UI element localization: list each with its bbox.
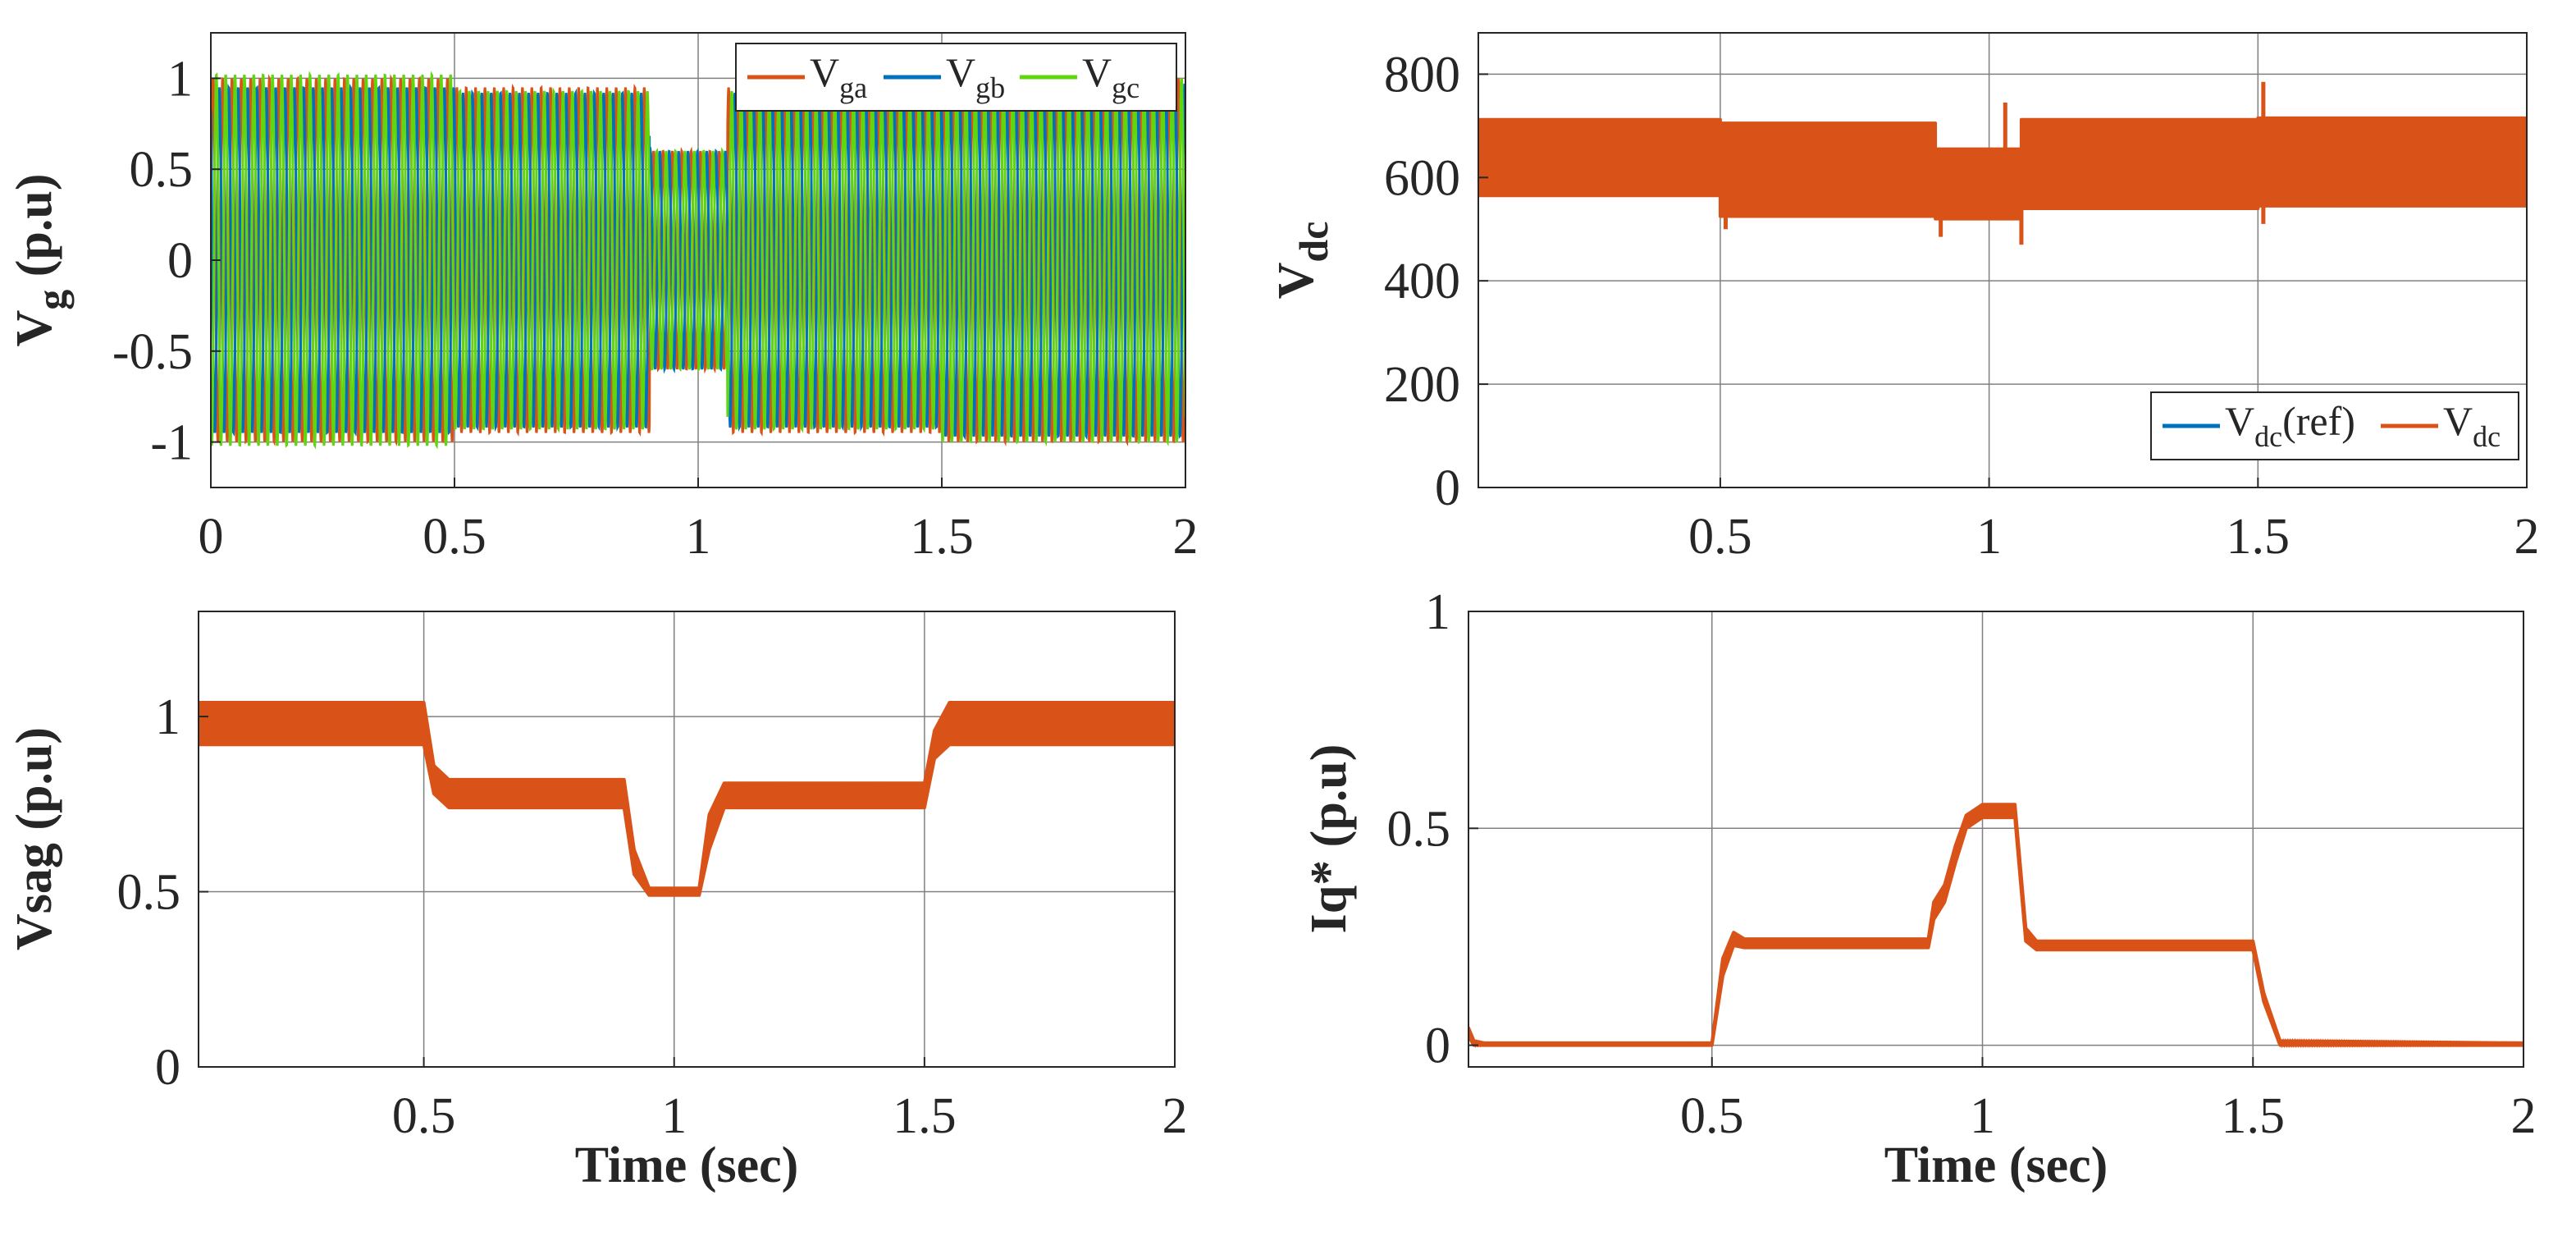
y-tick-label: 1 — [167, 51, 193, 107]
chart-panel-2: 0.5 1 1.5 2 0 200 400 600 800 Vdc Vdc(ref) Vdc — [1268, 32, 2540, 565]
y-axis-label: Vg (p.u) — [7, 173, 75, 346]
x-tick-label: 0.5 — [392, 1088, 456, 1144]
chart-panel-3: 0.5 1 1.5 2 0 0.5 1 Vsag (p.u) Time (sec) — [7, 611, 1188, 1193]
y-tick-label: -0.5 — [112, 324, 193, 380]
series-group — [1478, 81, 2527, 245]
y-tick-label: 400 — [1384, 254, 1460, 309]
series-band-1 — [1468, 803, 2523, 1047]
axes-box — [198, 611, 1176, 1068]
x-tick-label: 1.5 — [2222, 1088, 2286, 1144]
y-tick-label: 1 — [155, 689, 180, 745]
y-tick-label: 600 — [1384, 150, 1460, 206]
axes-box — [1478, 32, 2528, 488]
series-line-1 — [211, 74, 1185, 446]
x-tick-label: 1 — [686, 509, 711, 565]
y-tick-label: 800 — [1384, 47, 1460, 103]
x-tick-label: 2 — [1173, 509, 1199, 565]
series-ripple-1 — [1468, 804, 2523, 1049]
y-axis-label: Iq* (p.u) — [1301, 744, 1357, 934]
y-tick-label: 0.5 — [130, 142, 194, 198]
legend: Vdc(ref) Vdc — [2150, 391, 2519, 460]
x-tick-label: 2 — [2511, 1088, 2537, 1144]
x-tick-label: 1.5 — [893, 1088, 957, 1144]
series-ripple-2 — [1478, 117, 2527, 219]
y-tick-label: 0 — [1425, 1018, 1450, 1074]
x-tick-label: 1 — [1970, 1088, 1995, 1144]
x-axis-label: Time (sec) — [575, 1137, 799, 1193]
x-tick-label: 0.5 — [1688, 509, 1752, 565]
x-tick-label: 1 — [1976, 509, 2002, 565]
series-ripple-1 — [199, 702, 1175, 895]
x-tick-label: 0 — [199, 509, 224, 565]
y-tick-label: 200 — [1384, 357, 1460, 413]
x-tick-label: 0.5 — [422, 509, 486, 565]
x-axis-label: Time (sec) — [1884, 1137, 2108, 1193]
y-tick-label: 0 — [167, 233, 193, 289]
y-tick-label: 1 — [1425, 584, 1450, 640]
y-axis-label: Vsag (p.u) — [7, 727, 62, 950]
y-axis-label: Vdc — [1268, 222, 1336, 300]
legend-entry: Vga — [810, 49, 867, 104]
legend-entry: Vdc — [2443, 398, 2501, 453]
x-tick-label: 1.5 — [910, 509, 974, 565]
x-tick-label: 2 — [1162, 1088, 1188, 1144]
legend-entry: Vdc(ref) — [2225, 398, 2355, 453]
y-tick-label: 0 — [1435, 460, 1460, 516]
y-tick-label: 0 — [155, 1040, 180, 1096]
chart-panel-4: 0.5 1 1.5 2 0 0.5 1 Iq* (p.u) Time (sec) — [1301, 584, 2537, 1193]
legend-box — [735, 43, 1177, 112]
axes-box — [1468, 611, 2524, 1068]
x-tick-label: 1 — [661, 1088, 687, 1144]
y-tick-label: -1 — [150, 415, 193, 471]
series-line-2 — [211, 80, 1185, 441]
y-tick-label: 0.5 — [117, 865, 181, 921]
legend: Vga Vgb Vgc — [735, 43, 1177, 112]
chart-panel-1: 0 0.5 1 1.5 2 -1 -0.5 0 0.5 1 Vg (p.u) Vga Vgb Vgc — [7, 32, 1199, 565]
y-tick-label: 0.5 — [1387, 801, 1451, 857]
series-group — [199, 701, 1175, 897]
x-tick-label: 1.5 — [2227, 509, 2291, 565]
series-group — [1468, 803, 2523, 1049]
legend-entry: Vgb — [946, 49, 1005, 104]
x-tick-label: 2 — [2514, 509, 2540, 565]
legend-entry: Vgc — [1082, 49, 1140, 104]
x-tick-label: 0.5 — [1680, 1088, 1744, 1144]
